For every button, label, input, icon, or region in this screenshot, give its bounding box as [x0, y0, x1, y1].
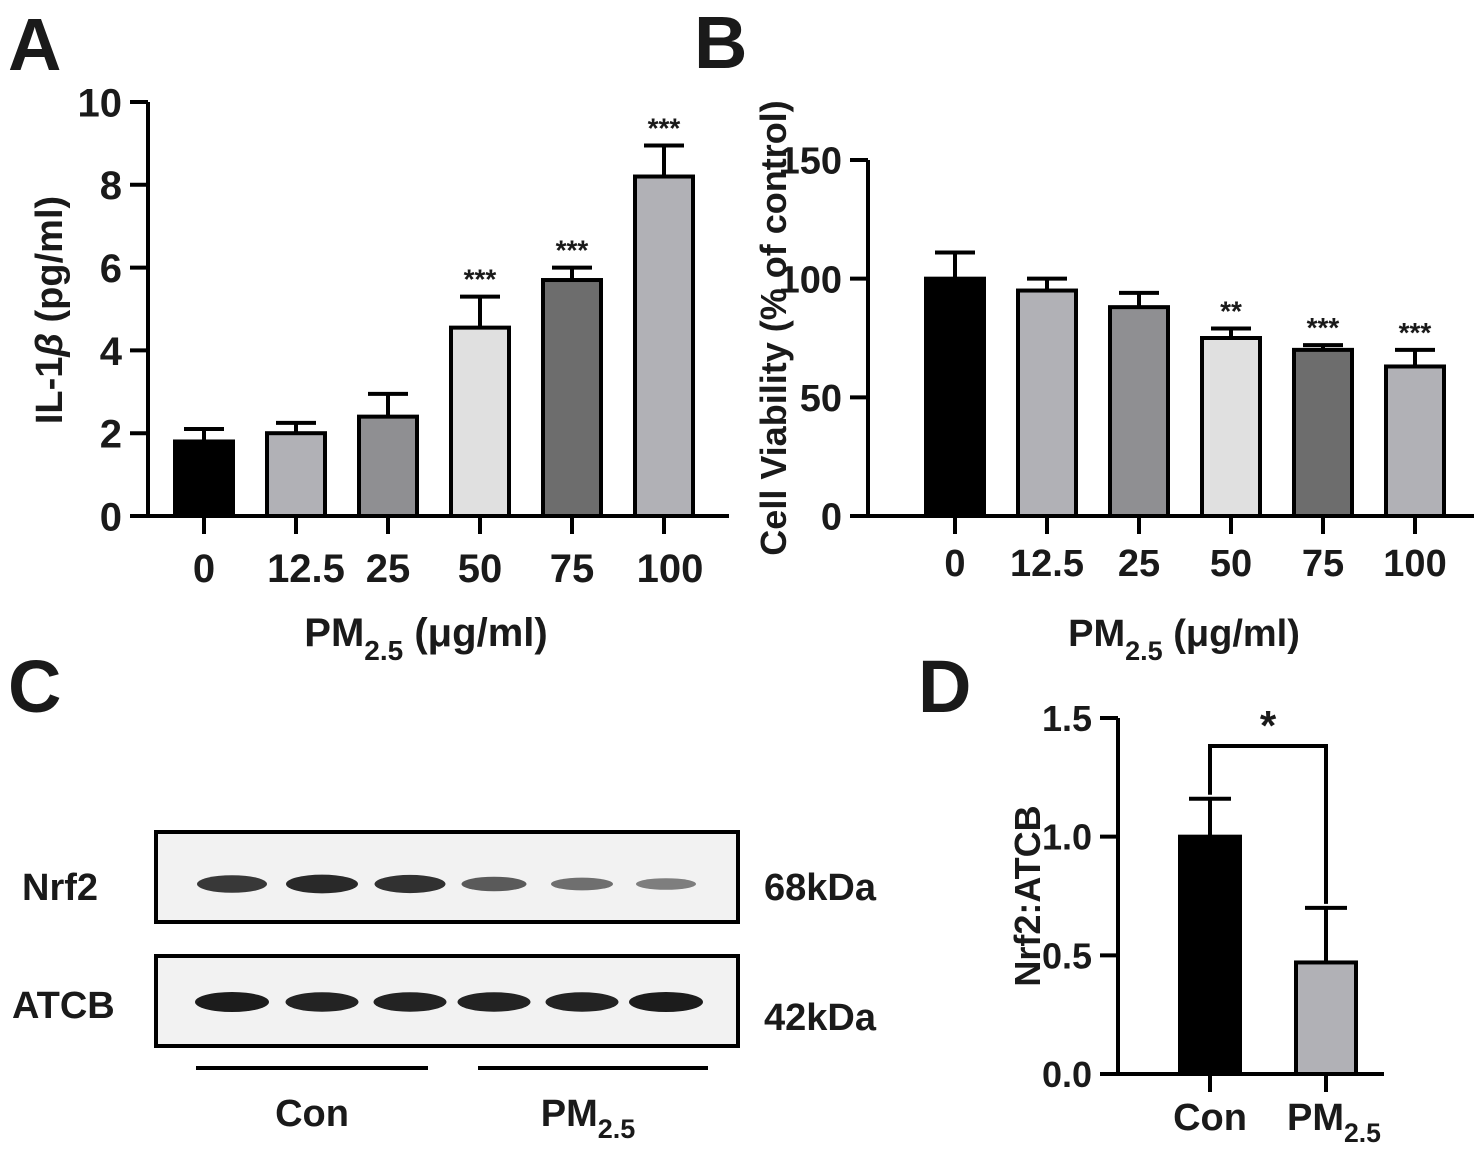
blot-band — [629, 992, 703, 1012]
panel-b-y-axis-label: Cell Viability (% of control) — [753, 100, 794, 555]
blot-band — [373, 992, 447, 1012]
bar — [1016, 288, 1078, 518]
x-tick-label: 50 — [458, 547, 503, 591]
blot-row-label-atcb: ATCB — [12, 985, 115, 1027]
x-tick-label: 0 — [944, 543, 965, 585]
western-blot: Nrf2 ATCB 68kDa 42kDa Con PM2.5 — [12, 830, 877, 1144]
panel-d-bars: * — [1178, 702, 1358, 1077]
x-tick-label: 25 — [366, 547, 411, 591]
bar — [1292, 347, 1354, 518]
blot-group-label-pm: PM2.5 — [541, 1093, 636, 1144]
blot-band — [551, 877, 613, 891]
y-tick-label: 8 — [100, 164, 122, 208]
blot-band — [545, 992, 619, 1012]
panel-b-axes: 0 50 100 150 0 12.5 25 50 75 100 — [779, 141, 1474, 585]
y-tick-label: 10 — [78, 81, 123, 125]
blot-size-label-nrf2: 68kDa — [764, 867, 877, 909]
blot-band — [374, 874, 446, 894]
y-tick-label: 0.0 — [1042, 1054, 1092, 1095]
blot-band — [457, 992, 531, 1012]
x-tick-label: 100 — [637, 547, 704, 591]
blot-band — [197, 875, 267, 893]
panel-label-d: D — [918, 645, 971, 728]
significance-marker: *** — [648, 112, 681, 143]
blot-band — [285, 992, 359, 1012]
blot-bands — [195, 874, 703, 1012]
bar — [173, 439, 235, 519]
significance-marker: * — [1260, 702, 1277, 749]
x-tick-label: 75 — [1302, 543, 1344, 585]
x-tick-label: 25 — [1118, 543, 1160, 585]
y-tick-label: 1.0 — [1042, 817, 1092, 858]
panel-label-c: C — [8, 645, 61, 728]
x-tick-label: 75 — [550, 547, 595, 591]
y-tick-label: 0 — [821, 497, 842, 539]
bar — [357, 414, 419, 519]
panel-a-x-axis-label: PM2.5 (μg/ml) — [304, 611, 547, 666]
y-tick-label: 0.5 — [1042, 935, 1092, 976]
panel-d-chart: 0.0 0.5 1.0 1.5 Con PM2.5 * Nrf2:ATCB — [1007, 698, 1384, 1148]
blot-size-label-atcb: 42kDa — [764, 997, 877, 1039]
significance-marker: *** — [556, 235, 589, 266]
y-tick-label: 50 — [800, 378, 842, 420]
panel-a-y-axis-label: IL-1β (pg/ml) — [29, 196, 71, 424]
y-tick-label: 4 — [100, 330, 123, 374]
y-tick-label: 0 — [100, 495, 122, 539]
blot-row-label-nrf2: Nrf2 — [22, 867, 98, 909]
significance-bracket — [1208, 744, 1328, 904]
x-tick-label: 50 — [1210, 543, 1252, 585]
panel-a-bars: *** *** *** — [173, 112, 695, 519]
y-tick-label: 1.5 — [1042, 698, 1092, 739]
blot-group-label-con: Con — [275, 1093, 349, 1135]
x-tick-label: 12.5 — [1010, 543, 1084, 585]
panel-label-b: B — [694, 1, 747, 84]
x-tick-label: PM2.5 — [1287, 1097, 1381, 1148]
y-tick-label: 6 — [100, 247, 122, 291]
panel-b-x-axis-label: PM2.5 (μg/ml) — [1068, 613, 1300, 666]
blot-band — [195, 992, 269, 1012]
panel-d-y-axis-label: Nrf2:ATCB — [1007, 805, 1048, 986]
x-tick-label: 100 — [1383, 543, 1446, 585]
x-tick-label: 12.5 — [267, 547, 345, 591]
blot-band — [286, 874, 358, 894]
bar — [1178, 834, 1242, 1077]
significance-marker: *** — [464, 264, 497, 295]
x-tick-label: 0 — [193, 547, 215, 591]
significance-marker: ** — [1220, 296, 1242, 327]
y-tick-label: 100 — [779, 259, 842, 301]
bar — [1108, 305, 1170, 518]
bar — [633, 174, 695, 519]
y-tick-label: 150 — [779, 141, 842, 183]
y-tick-label: 2 — [100, 413, 122, 457]
blot-band — [461, 876, 527, 892]
bar — [924, 276, 986, 518]
blot-band — [636, 878, 696, 890]
bar — [449, 325, 511, 518]
panel-b-bars: ***** *** — [924, 250, 1446, 519]
bar — [1294, 960, 1358, 1076]
panel-label-a: A — [8, 3, 61, 86]
bar — [1384, 364, 1446, 519]
x-tick-label: Con — [1173, 1097, 1247, 1139]
significance-marker: *** — [1307, 312, 1340, 343]
bar — [265, 431, 327, 519]
bar — [1200, 336, 1262, 518]
significance-marker: *** — [1399, 317, 1432, 348]
bar — [541, 278, 603, 518]
